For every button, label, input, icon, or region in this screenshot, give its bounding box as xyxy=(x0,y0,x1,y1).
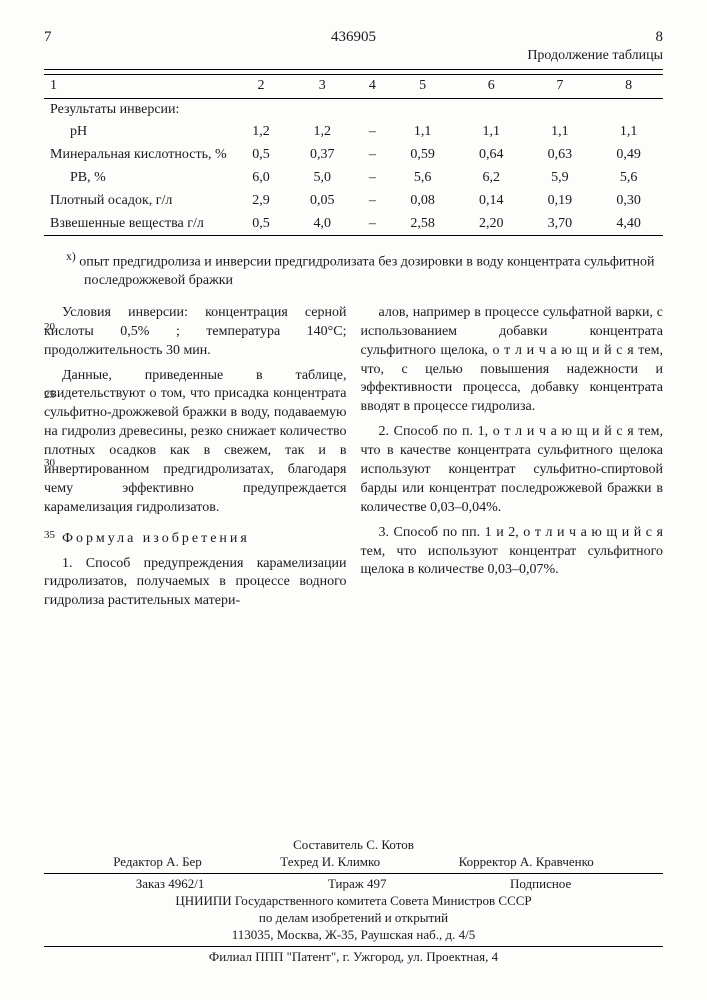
cell: 5,6 xyxy=(594,167,663,190)
paragraph: Условия инверсии: концентрация серной ки… xyxy=(44,304,347,361)
col-8: 8 xyxy=(594,74,663,98)
cell: 5,0 xyxy=(288,167,357,190)
cell: 3,70 xyxy=(526,213,595,236)
page-num-right: 8 xyxy=(656,28,664,46)
cell: 6,0 xyxy=(234,167,288,190)
cell: 0,19 xyxy=(526,190,595,213)
page-header: 7 436905 8 xyxy=(44,28,663,46)
imprint-footer: Составитель С. Котов Редактор А. Бер Тех… xyxy=(44,837,663,965)
line-number: 20 xyxy=(44,320,55,335)
cell: 1,1 xyxy=(594,121,663,144)
cell: 1,1 xyxy=(457,121,526,144)
section-label: Результаты инверсии: xyxy=(44,98,663,121)
compiler-line: Составитель С. Котов xyxy=(44,837,663,854)
row-label: pH xyxy=(44,121,234,144)
claim-3: 3. Способ по пп. 1 и 2, о т л и ч а ю щ … xyxy=(361,524,664,581)
signed: Подписное xyxy=(510,876,571,893)
cell: – xyxy=(357,144,389,167)
cell: 0,64 xyxy=(457,144,526,167)
cell: – xyxy=(357,121,389,144)
org-line-2: по делам изобретений и открытий xyxy=(44,910,663,927)
cell: 0,37 xyxy=(288,144,357,167)
cell: 0,30 xyxy=(594,190,663,213)
claim-2: 2. Способ по п. 1, о т л и ч а ю щ и й с… xyxy=(361,423,664,517)
results-table: 1 2 3 4 5 6 7 8 Результаты инверсии: pH … xyxy=(44,69,663,237)
cell: 1,1 xyxy=(388,121,457,144)
col-7: 7 xyxy=(526,74,595,98)
column-header-row: 1 2 3 4 5 6 7 8 xyxy=(44,74,663,98)
cell: 5,6 xyxy=(388,167,457,190)
cell: 5,9 xyxy=(526,167,595,190)
cell: 2,9 xyxy=(234,190,288,213)
section-row: Результаты инверсии: xyxy=(44,98,663,121)
footnote-marker: x) xyxy=(66,250,76,263)
corrector: Корректор А. Кравченко xyxy=(459,854,594,871)
cell: – xyxy=(357,190,389,213)
paragraph: Данные, приведенные в таблице, свидетель… xyxy=(44,367,347,518)
cell: 2,20 xyxy=(457,213,526,236)
patent-page: 7 436905 8 Продолжение таблицы 1 2 3 4 5… xyxy=(0,0,707,1000)
right-column: алов, например в процессе сульфатной вар… xyxy=(361,304,664,617)
cell: 0,5 xyxy=(234,213,288,236)
table-row: Взвешенные вещества г/л 0,5 4,0 – 2,58 2… xyxy=(44,213,663,236)
col-2: 2 xyxy=(234,74,288,98)
tech-editor: Техред И. Климко xyxy=(280,854,380,871)
row-label: Минеральная кислотность, % xyxy=(44,144,234,167)
patent-number: 436905 xyxy=(331,28,376,46)
line-number: 35 xyxy=(44,528,55,543)
cell: 0,08 xyxy=(388,190,457,213)
line-number: 30 xyxy=(44,456,55,471)
claim-1-cont: алов, например в процессе сульфатной вар… xyxy=(361,304,664,417)
cell: 0,14 xyxy=(457,190,526,213)
divider xyxy=(44,946,663,947)
left-column: 20 25 30 35 Условия инверсии: концентрац… xyxy=(44,304,347,617)
row-label: РВ, % xyxy=(44,167,234,190)
cell: – xyxy=(357,213,389,236)
col-6: 6 xyxy=(457,74,526,98)
col-5: 5 xyxy=(388,74,457,98)
cell: 0,63 xyxy=(526,144,595,167)
cell: – xyxy=(357,167,389,190)
cell: 4,40 xyxy=(594,213,663,236)
table-continuation-label: Продолжение таблицы xyxy=(44,48,663,65)
row-label: Взвешенные вещества г/л xyxy=(44,213,234,236)
credits-row: Редактор А. Бер Техред И. Климко Коррект… xyxy=(44,854,663,871)
cell: 0,05 xyxy=(288,190,357,213)
order-number: Заказ 4962/1 xyxy=(136,876,205,893)
body-columns: 20 25 30 35 Условия инверсии: концентрац… xyxy=(44,304,663,617)
cell: 2,58 xyxy=(388,213,457,236)
line-number: 25 xyxy=(44,388,55,403)
formula-heading-text: Формула изобретения xyxy=(62,531,250,546)
cell: 1,1 xyxy=(526,121,595,144)
cell: 6,2 xyxy=(457,167,526,190)
cell: 1,2 xyxy=(234,121,288,144)
table-row: Плотный осадок, г/л 2,9 0,05 – 0,08 0,14… xyxy=(44,190,663,213)
tirage: Тираж 497 xyxy=(328,876,387,893)
col-3: 3 xyxy=(288,74,357,98)
formula-heading: Формула изобретения xyxy=(44,530,347,549)
row-label: Плотный осадок, г/л xyxy=(44,190,234,213)
address-1: 113035, Москва, Ж-35, Раушская наб., д. … xyxy=(44,927,663,944)
col-1: 1 xyxy=(44,74,234,98)
table-footnote: x) опыт предгидролиза и инверсии предгид… xyxy=(66,250,659,289)
col-4: 4 xyxy=(357,74,389,98)
table-row: Минеральная кислотность, % 0,5 0,37 – 0,… xyxy=(44,144,663,167)
table-row: pH 1,2 1,2 – 1,1 1,1 1,1 1,1 xyxy=(44,121,663,144)
editor: Редактор А. Бер xyxy=(113,854,202,871)
cell: 4,0 xyxy=(288,213,357,236)
org-line-1: ЦНИИПИ Государственного комитета Совета … xyxy=(44,893,663,910)
cell: 1,2 xyxy=(288,121,357,144)
table-row: РВ, % 6,0 5,0 – 5,6 6,2 5,9 5,6 xyxy=(44,167,663,190)
page-num-left: 7 xyxy=(44,28,52,46)
cell: 0,5 xyxy=(234,144,288,167)
footnote-text: опыт предгидролиза и инверсии предгидрол… xyxy=(79,255,654,288)
cell: 0,49 xyxy=(594,144,663,167)
claim-1-start: 1. Способ предупреждения карамелизации г… xyxy=(44,555,347,612)
divider xyxy=(44,873,663,874)
address-2: Филиал ППП "Патент", г. Ужгород, ул. Про… xyxy=(44,949,663,966)
cell: 0,59 xyxy=(388,144,457,167)
order-row: Заказ 4962/1 Тираж 497 Подписное xyxy=(44,876,663,893)
